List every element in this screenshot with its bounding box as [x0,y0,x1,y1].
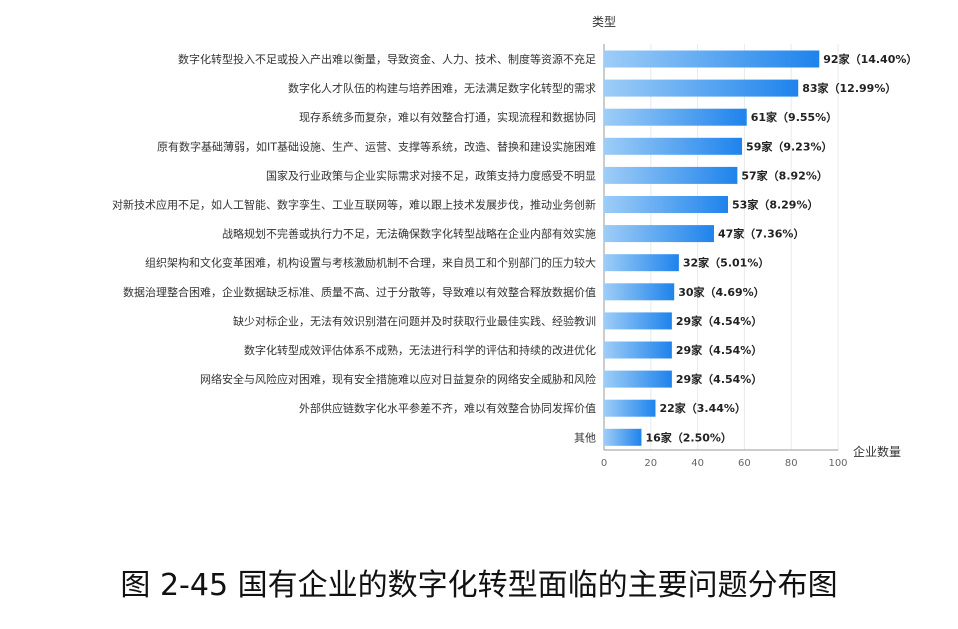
value-label: 92家（14.40%） [823,52,917,66]
bar [604,283,675,301]
bar [604,312,672,330]
x-tick-label: 40 [691,458,704,469]
value-label: 59家（9.23%） [746,139,832,153]
bar [604,341,672,359]
category-label: 数字化人才队伍的构建与培养困难，无法满足数字化转型的需求 [288,81,596,95]
bar [604,50,820,68]
bar [604,428,642,446]
bars [604,50,820,446]
figure-caption: 图 2-45 国有企业的数字化转型面临的主要问题分布图 [120,568,838,603]
category-label: 网络安全与风险应对困难，现有安全措施难以应对日益复杂的网络安全威胁和风险 [200,372,596,386]
y-axis-title: 类型 [592,15,616,29]
category-label: 现存系统多而复杂，难以有效整合打通，实现流程和数据协同 [299,110,596,124]
bar [604,196,729,213]
value-label: 57家（8.92%） [741,168,827,182]
bar [604,370,672,388]
bar [604,225,714,243]
value-label: 32家（5.01%） [683,256,769,270]
bar [604,79,799,97]
bar [604,108,747,126]
value-label: 29家（4.54%） [676,314,762,328]
category-label: 缺少对标企业，无法有效识别潜在问题并及时获取行业最佳实践、经验教训 [233,314,596,328]
category-label: 原有数字基础薄弱，如IT基础设施、生产、运营、支撑等系统，改造、替换和建设实施困… [157,139,596,153]
value-label: 53家（8.29%） [732,198,818,212]
value-label: 22家（3.44%） [659,401,745,415]
bar [604,137,743,155]
x-tick-label: 100 [828,458,847,469]
value-label: 29家（4.54%） [676,372,762,386]
category-label: 战略规划不完善或执行力不足，无法确保数字化转型战略在企业内部有效实施 [222,227,596,241]
bar [604,399,656,417]
bar [604,166,738,184]
x-tick-label: 20 [644,458,657,469]
x-tick-label: 60 [738,458,751,469]
category-label: 数字化转型投入不足或投入产出难以衡量，导致资金、人力、技术、制度等资源不充足 [178,52,596,66]
value-label: 30家（4.69%） [678,285,764,299]
category-label: 数字化转型成效评估体系不成熟，无法进行科学的评估和持续的改进优化 [244,343,596,357]
value-label: 83家（12.99%） [802,81,896,95]
labels: 0 20 40 60 80 100 数字化转型投入不足或投入产出难以衡量，导致资金、人力、技… [112,52,917,469]
grid-lines [603,44,839,451]
value-label: 47家（7.36%） [718,227,804,241]
bar [604,254,679,272]
x-tick-label: 0 [601,458,607,469]
category-label: 其他 [574,431,596,444]
bar-chart: 0 20 40 60 80 100 数字化转型投入不足或投入产出难以衡量，导致资金、人力、技… [112,15,917,469]
value-label: 61家（9.55%） [751,110,837,124]
value-label: 29家（4.54%） [676,343,762,357]
category-label: 组织架构和文化变革困难，机构设置与考核激励机制不合理，来自员工和个别部门的压力较… [145,256,596,270]
category-label: 国家及行业政策与企业实际需求对接不足，政策支持力度感受不明显 [266,168,596,182]
category-label: 数据治理整合困难，企业数据缺乏标准、质量不高、过于分散等，导致难以有效整合释放数… [123,285,596,299]
value-label: 16家（2.50%） [645,430,731,444]
x-axis-title: 企业数量 [853,444,901,459]
x-tick-label: 80 [785,458,798,469]
category-label: 对新技术应用不足，如人工智能、数字孪生、工业互联网等，难以跟上技术发展步伐，推动… [112,198,596,212]
category-label: 外部供应链数字化水平参差不齐，难以有效整合协同发挥价值 [299,401,596,415]
